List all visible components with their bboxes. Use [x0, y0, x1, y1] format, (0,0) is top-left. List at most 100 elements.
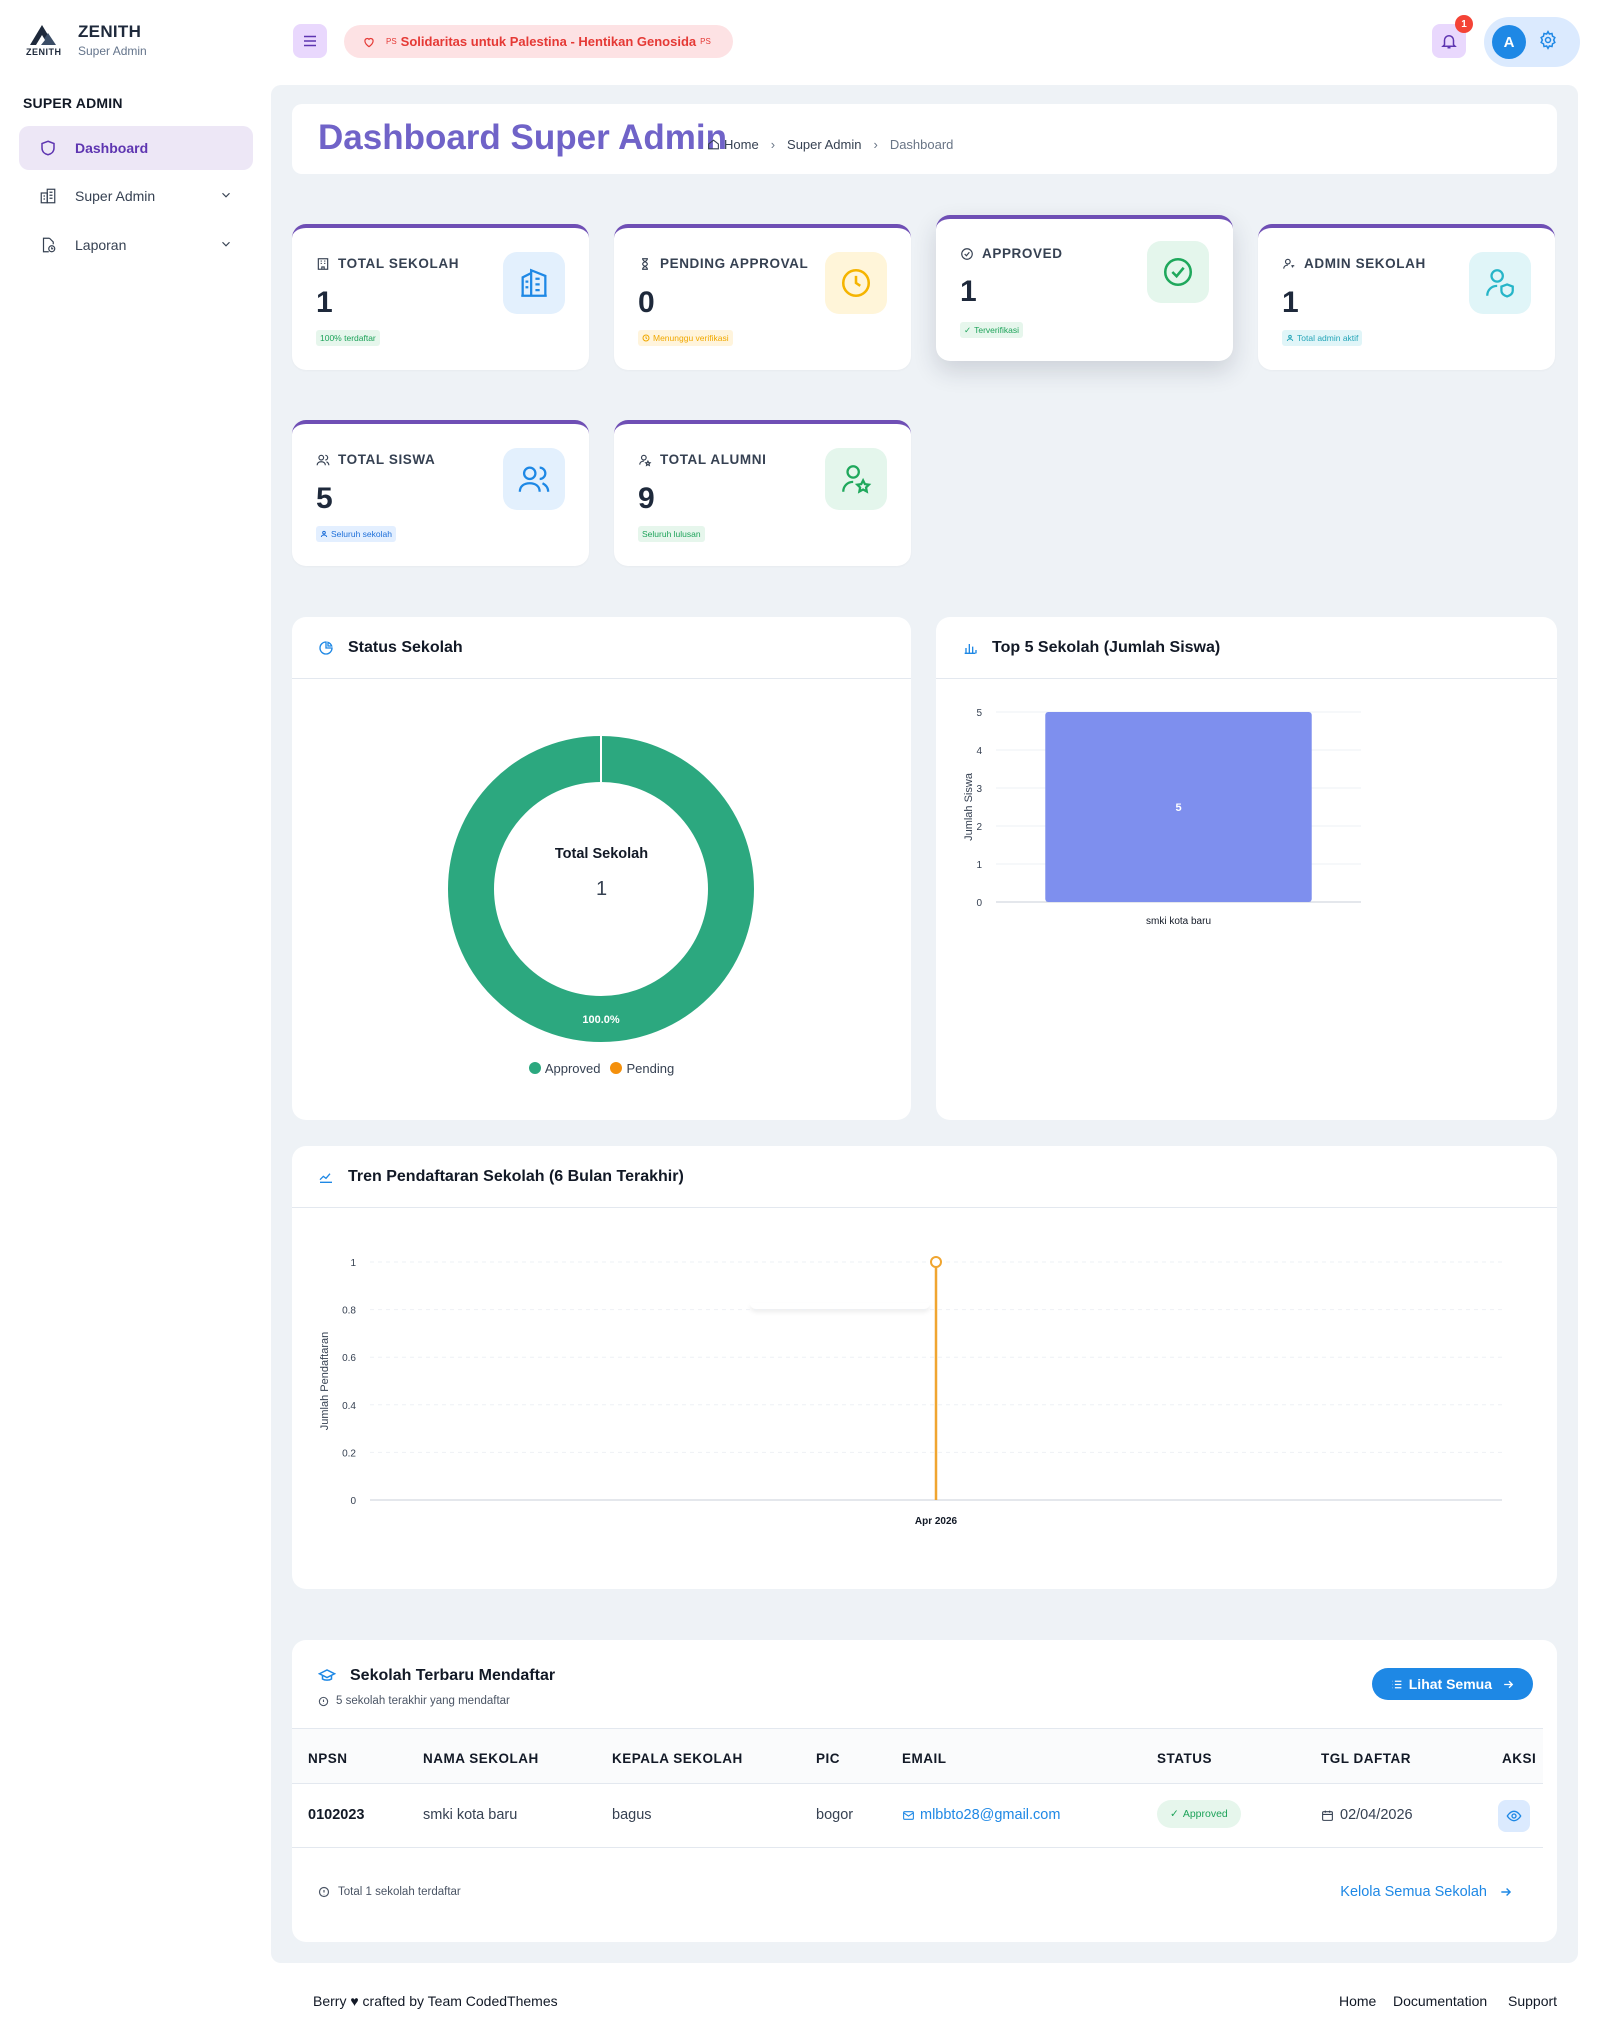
table-row[interactable]: 0102023 smki kota baru bagus bogor mlbbt…	[292, 1784, 1543, 1848]
footer-link-home[interactable]: Home	[1339, 1993, 1377, 2009]
y-axis-title: Jumlah Siswa	[963, 772, 975, 841]
heart-icon	[364, 37, 374, 47]
donut-center-label: Total Sekolah	[554, 846, 649, 862]
y-tick-label: 0	[350, 1496, 356, 1507]
y-tick-label: 0	[976, 898, 982, 909]
sidebar-item-label: Laporan	[75, 237, 127, 253]
users-icon	[316, 453, 330, 467]
status-badge-label: Approved	[1182, 1808, 1228, 1820]
bar	[1045, 712, 1312, 902]
brand[interactable]: ZENITH ZENITH Super Admin	[26, 22, 147, 58]
column-header[interactable]: STATUS	[1157, 1751, 1212, 1766]
y-axis-title: Jumlah Pendaftaran	[319, 1332, 331, 1430]
column-header[interactable]: TGL DAFTAR	[1321, 1751, 1411, 1766]
sidebar-item-dashboard[interactable]: Dashboard	[19, 126, 253, 170]
clock-icon	[825, 252, 887, 314]
y-tick-label: 1	[976, 860, 982, 871]
pie-chart-icon	[318, 640, 334, 656]
line-chart: 0 0.2 0.4 0.6 0.8 1 Jumlah Pendaftaran Apr 2026	[319, 1256, 1502, 1527]
legend-item-approved[interactable]: Approved	[528, 1061, 601, 1076]
sidebar-item-label: Dashboard	[75, 140, 149, 156]
stat-value: 5	[316, 482, 333, 515]
shield-icon	[39, 139, 57, 157]
chevron-down-icon	[219, 188, 233, 205]
stat-label: PENDING APPROVAL	[660, 256, 809, 271]
calendar-icon	[1321, 1809, 1334, 1822]
stat-tag: ✓ Terverifikasi	[960, 322, 1023, 338]
sidebar: ZENITH ZENITH Super Admin SUPER ADMIN Da…	[0, 0, 272, 2027]
email-link[interactable]: mlbbto28@gmail.com	[920, 1807, 1061, 1823]
breadcrumb-super-admin[interactable]: Super Admin	[787, 137, 862, 152]
logo: ZENITH	[26, 23, 68, 57]
manage-schools-link[interactable]: Kelola Semua Sekolah	[1340, 1884, 1513, 1900]
stat-tag-text: Terverifikasi	[974, 325, 1019, 335]
flag-label: PS	[700, 37, 711, 46]
donut-chart: 100.0%	[448, 736, 754, 1042]
arrow-right-icon	[1499, 1885, 1513, 1899]
stat-tag-text: Menunggu verifikasi	[653, 333, 729, 343]
sidebar-item-laporan[interactable]: Laporan	[19, 223, 253, 267]
stat-card-admin-sekolah: ADMIN SEKOLAH 1 Total admin aktif	[1258, 224, 1555, 370]
stat-value: 9	[638, 482, 655, 515]
mail-icon	[902, 1809, 915, 1822]
y-tick-label: 2	[976, 822, 982, 833]
stat-card-total-alumni: TOTAL ALUMNI 9 Seluruh lulusan	[614, 420, 911, 566]
chevron-right-icon: ›	[770, 137, 776, 152]
brand-name: ZENITH	[78, 22, 142, 41]
chart-legend: Approved Pending	[292, 1061, 911, 1076]
column-header[interactable]: PIC	[816, 1751, 841, 1766]
stat-value: 1	[960, 275, 977, 308]
chevron-right-icon: ›	[873, 137, 878, 152]
date-text: 02/04/2026	[1340, 1807, 1413, 1823]
user-star-icon	[825, 448, 887, 510]
trend-icon	[318, 1169, 334, 1185]
check-circle-icon	[1147, 241, 1209, 303]
status-sekolah-panel: Status Sekolah 100.0% Total Sekolah 1 Ap…	[292, 617, 911, 1120]
legend-item-pending[interactable]: Pending	[610, 1061, 674, 1076]
stat-value: 0	[638, 286, 655, 319]
legend-label: Approved	[544, 1061, 601, 1076]
profile-menu[interactable]: A	[1484, 17, 1580, 67]
top5-sekolah-panel: Top 5 Sekolah (Jumlah Siswa) 0 1 2 3 4 5 Jumla…	[936, 617, 1557, 1120]
stat-tag: Seluruh lulusan	[638, 526, 705, 542]
cell-email[interactable]: mlbbto28@gmail.com	[902, 1807, 1060, 1823]
column-header[interactable]: NPSN	[308, 1751, 348, 1766]
y-tick-label: 5	[976, 708, 982, 719]
column-header[interactable]: KEPALA SEKOLAH	[612, 1751, 743, 1766]
flag-label: PS	[386, 37, 397, 46]
view-all-button[interactable]: Lihat Semua	[1371, 1668, 1533, 1700]
menu-toggle-button[interactable]	[293, 24, 327, 58]
y-tick-label: 0.8	[342, 1306, 356, 1317]
footer-link-support[interactable]: Support	[1508, 1993, 1558, 2009]
solidarity-banner[interactable]: PS Solidaritas untuk Palestina - Hentika…	[344, 25, 733, 58]
footer-credit: Berry ♥ crafted by Team CodedThemes	[313, 1993, 558, 2009]
user-icon	[1286, 334, 1294, 342]
stat-value: 1	[1282, 286, 1299, 319]
status-badge: ✓ Approved	[1157, 1800, 1241, 1828]
user-star-icon	[638, 453, 652, 467]
check-icon: ✓	[1170, 1808, 1179, 1820]
footer-link-documentation[interactable]: Documentation	[1393, 1993, 1488, 2009]
legend-label: Pending	[626, 1061, 675, 1076]
legend-dot	[528, 1062, 541, 1074]
building-icon	[316, 257, 330, 271]
home-icon	[708, 139, 719, 150]
x-tick-label: Apr 2026	[915, 1516, 958, 1527]
sidebar-item-super-admin[interactable]: Super Admin	[19, 174, 253, 218]
stat-card-approved: APPROVED 1 ✓ Terverifikasi	[936, 215, 1233, 361]
view-detail-button[interactable]	[1498, 1800, 1530, 1832]
donut-data-label: 100.0%	[582, 1014, 620, 1026]
gear-icon	[1538, 29, 1558, 55]
list-icon	[1390, 1678, 1403, 1691]
breadcrumb-home[interactable]: Home	[724, 137, 759, 152]
user-shield-icon	[1469, 252, 1531, 314]
column-header[interactable]: NAMA SEKOLAH	[423, 1751, 539, 1766]
column-header[interactable]: EMAIL	[902, 1751, 947, 1766]
line-point	[930, 1256, 942, 1268]
stat-value: 1	[316, 286, 333, 319]
cell-nama-sekolah: smki kota baru	[423, 1807, 518, 1823]
bar-chart-icon	[962, 640, 978, 656]
donut-center-value: 1	[595, 878, 608, 900]
trend-panel: Tren Pendaftaran Sekolah (6 Bulan Terakh…	[292, 1146, 1557, 1589]
table-header: NPSN NAMA SEKOLAH KEPALA SEKOLAH PIC EMA…	[292, 1728, 1543, 1784]
